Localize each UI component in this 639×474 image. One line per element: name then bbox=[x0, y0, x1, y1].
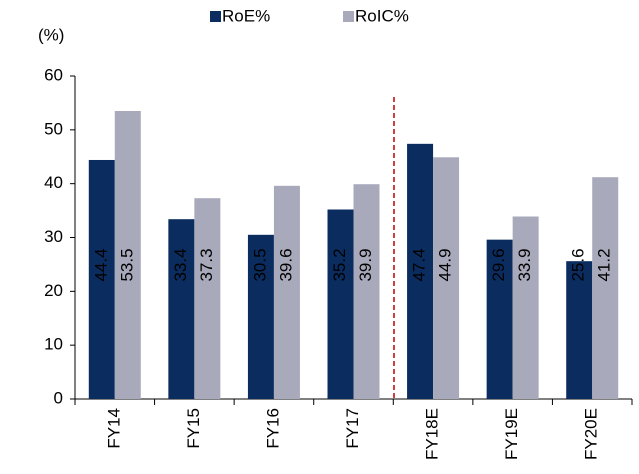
bar bbox=[168, 219, 195, 399]
x-tick-label: FY16 bbox=[263, 408, 282, 449]
data-label: 44.4 bbox=[91, 248, 110, 281]
legend-label: RoIC% bbox=[355, 6, 409, 25]
data-label: 35.2 bbox=[330, 248, 349, 281]
data-label: 39.9 bbox=[356, 248, 375, 281]
bar bbox=[433, 157, 460, 399]
data-label: 33.4 bbox=[171, 248, 190, 281]
legend-label: RoE% bbox=[222, 6, 270, 25]
y-tick-label: 0 bbox=[54, 388, 63, 407]
legend-swatch bbox=[343, 11, 354, 22]
x-tick-label: FY14 bbox=[104, 408, 123, 449]
data-label: 47.4 bbox=[410, 248, 429, 281]
y-tick-label: 60 bbox=[44, 65, 63, 84]
bar bbox=[512, 216, 539, 399]
y-tick-label: 10 bbox=[44, 335, 63, 354]
data-label: 39.6 bbox=[276, 248, 295, 281]
y-tick-label: 20 bbox=[44, 281, 63, 300]
bar bbox=[273, 185, 300, 399]
data-label: 29.6 bbox=[489, 248, 508, 281]
y-tick-label: 30 bbox=[44, 227, 63, 246]
bar bbox=[353, 184, 380, 399]
data-label: 33.9 bbox=[515, 248, 534, 281]
x-tick-label: FY19E bbox=[502, 408, 521, 460]
bar bbox=[88, 159, 115, 399]
bar bbox=[407, 143, 434, 399]
bar bbox=[114, 110, 141, 399]
y-tick-label: 50 bbox=[44, 119, 63, 138]
bar bbox=[247, 234, 274, 399]
data-label: 53.5 bbox=[117, 248, 136, 281]
data-label: 25.6 bbox=[569, 248, 588, 281]
data-label: 44.9 bbox=[436, 248, 455, 281]
bar bbox=[566, 261, 593, 399]
bar bbox=[327, 209, 354, 399]
bar bbox=[592, 177, 619, 399]
x-tick-label: FY17 bbox=[343, 408, 362, 449]
x-tick-label: FY15 bbox=[184, 408, 203, 449]
data-label: 30.5 bbox=[250, 248, 269, 281]
x-tick-label: FY18E bbox=[423, 408, 442, 460]
bar bbox=[486, 239, 513, 399]
data-label: 37.3 bbox=[197, 248, 216, 281]
bar bbox=[194, 198, 221, 399]
legend-swatch bbox=[210, 11, 221, 22]
y-axis-label: (%) bbox=[38, 25, 64, 44]
x-tick-label: FY20E bbox=[582, 408, 601, 460]
y-tick-label: 40 bbox=[44, 173, 63, 192]
data-label: 41.2 bbox=[595, 248, 614, 281]
